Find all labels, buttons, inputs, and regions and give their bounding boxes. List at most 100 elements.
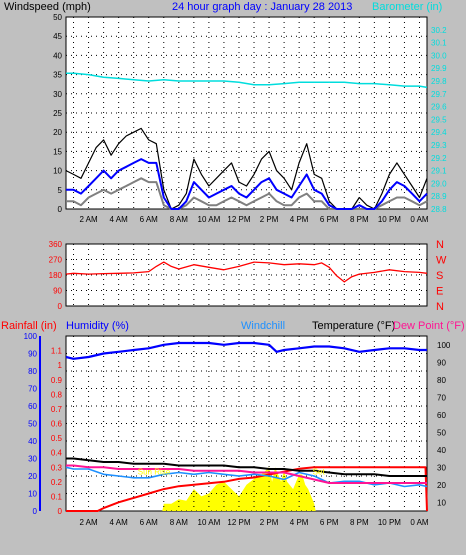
sunset-annotation: Set [313, 468, 326, 477]
y2-tick-label: 29.3 [431, 141, 447, 150]
humidity-tick-label: 0 [33, 507, 38, 516]
humidity-tick-label: 30 [28, 455, 37, 464]
x-tick-label: 12 PM [227, 518, 250, 527]
x-tick-label: 10 AM [198, 215, 221, 224]
humidity-tick-label: 80 [28, 367, 37, 376]
x-tick-label: 2 AM [79, 215, 98, 224]
rain-tick-label: 0.9 [51, 376, 63, 385]
x-tick-label: 6 AM [140, 215, 159, 224]
x-tick-label: 6 PM [320, 215, 339, 224]
series-average [66, 158, 428, 210]
x-tick-label: 8 PM [350, 215, 369, 224]
y-tick-label: 10 [53, 167, 62, 176]
temperature-tick-label: 10 [437, 498, 446, 507]
series-rainfall [66, 466, 428, 512]
y2-tick-label: 29.8 [431, 77, 447, 86]
dewpoint-label: Dew Point (°F) [393, 320, 465, 332]
x-tick-label: 2 PM [260, 518, 279, 527]
series-barometer [66, 72, 428, 89]
x-tick-label: 6 AM [140, 518, 159, 527]
series-temperature [66, 457, 427, 477]
y2-tick-label: 29.0 [431, 179, 447, 188]
y-tick-label: 5 [58, 186, 63, 195]
x-tick-label: 0 AM [410, 215, 429, 224]
y2-tick-label: 30.0 [431, 51, 447, 60]
x-tick-label: 10 PM [378, 518, 401, 527]
rain-tick-label: 0.6 [51, 420, 63, 429]
temperature-tick-label: 20 [437, 481, 446, 490]
windspeed-axis-title: Windspeed (mph) [4, 1, 91, 13]
x-tick-label: 4 PM [290, 518, 309, 527]
series-humidity [65, 341, 427, 360]
y2-tick-label: 29.9 [431, 64, 447, 73]
y2-tick-label: 29.2 [431, 154, 447, 163]
y2-tick-label: 29.1 [431, 167, 447, 176]
y2-tick-label: 28.9 [431, 192, 447, 201]
rainfall-axis-title: Rainfall (in) [1, 320, 57, 332]
temperature-tick-label: 80 [437, 376, 446, 385]
humidity-axis-title: Humidity (%) [66, 320, 129, 332]
humidity-tick-label: 10 [28, 490, 37, 499]
y-tick-label: 180 [49, 271, 63, 280]
humidity-tick-label: 20 [28, 472, 37, 481]
y-tick-label: 20 [53, 128, 62, 137]
humidity-tick-label: 100 [24, 332, 38, 341]
rain-tick-label: 0.7 [51, 405, 63, 414]
rain-tick-label: 0.5 [51, 434, 63, 443]
series-gust [65, 127, 428, 210]
x-tick-label: 10 PM [378, 215, 401, 224]
temperature-panel: 0 10 20 30 40 50 60 70 80 90 100 0 0.1 0.2 0.3 0.4 0.5 0.… [24, 332, 451, 527]
y-tick-label: 30 [53, 90, 62, 99]
y-tick-label: 0 [58, 302, 63, 311]
humidity-tick-label: 50 [28, 420, 37, 429]
series-windchill [65, 466, 428, 488]
x-tick-label: 4 AM [110, 518, 129, 527]
temperature-tick-label: 60 [437, 411, 446, 420]
y-tick-label: 360 [49, 240, 63, 249]
rain-tick-label: 0.2 [51, 478, 63, 487]
rain-tick-label: 0.8 [51, 390, 63, 399]
y2-tick-label: 28.8 [431, 205, 447, 214]
sunrise-annotation: Sun Rise [138, 468, 171, 477]
y2-tick-label: 29.6 [431, 103, 447, 112]
series-direction [65, 261, 428, 283]
windspeed-panel: 0 5 10 15 20 25 30 35 40 45 50 28.8 28.9 29.0 29.1 29.2… [53, 13, 447, 224]
y-tick-label: 45 [53, 32, 62, 41]
x-tick-label: 2 AM [79, 518, 98, 527]
series-dewpoint [66, 464, 427, 484]
x-tick-label: 8 PM [350, 518, 369, 527]
y-tick-label: 270 [49, 256, 63, 265]
rain-tick-label: 0.1 [51, 492, 63, 501]
windchill-label: Windchill [241, 320, 285, 332]
y2-tick-label: 29.5 [431, 115, 447, 124]
x-tick-label: 2 PM [260, 215, 279, 224]
temperature-tick-label: 90 [437, 358, 446, 367]
temperature-tick-label: 50 [437, 428, 446, 437]
y-tick-label: 50 [53, 13, 62, 22]
rain-tick-label: 0.3 [51, 463, 63, 472]
temperature-tick-label: 70 [437, 393, 446, 402]
y2-tick-label: 30.2 [431, 26, 447, 35]
humidity-tick-label: 60 [28, 402, 37, 411]
compass-label: E [436, 286, 443, 298]
y2-tick-label: 30.1 [431, 39, 447, 48]
y2-tick-label: 29.4 [431, 128, 447, 137]
compass-label: N [436, 239, 444, 251]
y-tick-label: 90 [53, 287, 62, 296]
y-tick-label: 40 [53, 51, 62, 60]
y-tick-label: 15 [53, 147, 62, 156]
temperature-tick-label: 30 [437, 463, 446, 472]
humidity-tick-label: 40 [28, 437, 37, 446]
x-tick-label: 12 PM [227, 215, 250, 224]
compass-label: N [436, 301, 444, 313]
temperature-axis-title: Temperature (°F) [312, 320, 395, 332]
y-tick-label: 0 [58, 205, 63, 214]
y-tick-label: 35 [53, 71, 62, 80]
rain-tick-label: 1 [58, 361, 63, 370]
x-tick-label: 10 AM [198, 518, 221, 527]
rain-tick-label: 0 [58, 507, 63, 516]
x-tick-label: 0 AM [410, 518, 429, 527]
